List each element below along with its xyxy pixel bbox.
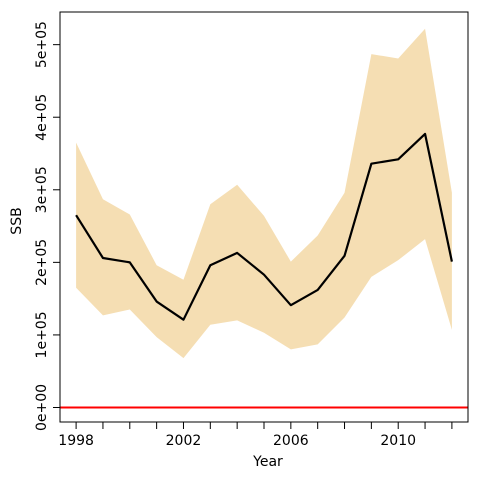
x-axis: 1998 2002 2006 2010 — [58, 421, 453, 449]
confidence-band — [76, 28, 452, 359]
y-tick-label: 5e+05 — [34, 21, 50, 68]
y-tick-label: 1e+05 — [34, 311, 50, 358]
y-axis-title: SSB — [9, 207, 25, 234]
x-tick-label: 2010 — [380, 433, 416, 449]
x-tick-label: 1998 — [58, 433, 94, 449]
y-tick-label: 4e+05 — [34, 94, 50, 141]
y-tick-label: 3e+05 — [34, 166, 50, 213]
y-tick-label: 0e+00 — [34, 384, 50, 431]
series-line-layer — [60, 132, 468, 409]
ssb-estimate-line — [75, 132, 453, 321]
y-tick-label: 2e+05 — [34, 239, 50, 286]
x-tick-label: 2002 — [166, 433, 202, 449]
confidence-band-layer — [76, 28, 452, 359]
x-tick-label: 2006 — [273, 433, 309, 449]
x-axis-title: Year — [252, 454, 283, 470]
y-axis: 0e+00 1e+05 2e+05 3e+05 4e+05 5e+05 — [34, 21, 61, 431]
